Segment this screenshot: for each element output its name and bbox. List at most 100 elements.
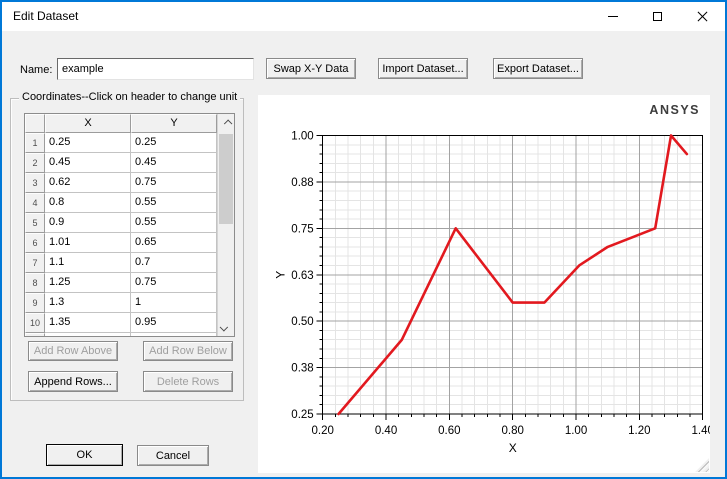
name-label: Name: — [20, 64, 53, 76]
cell-x[interactable]: 1.01 — [45, 233, 131, 253]
coordinates-group-title: Coordinates--Click on header to change u… — [19, 91, 241, 103]
svg-text:1.00: 1.00 — [291, 131, 313, 143]
dataset-plot: 0.20 0.40 0.60 0.80 1.00 1.20 1.40 0.25 0.38 0.50… — [274, 131, 714, 456]
table-row: 7 1.1 0.7 — [25, 253, 217, 273]
coordinates-table: X Y 1 0.25 0.25 2 0.45 0.45 3 0.62 0.75 4 0.8 0.55 5… — [24, 113, 235, 337]
ansys-watermark: ANSYS — [649, 103, 700, 117]
row-number-button[interactable]: 10 — [25, 313, 45, 333]
cell-x[interactable]: 0.25 — [45, 133, 131, 153]
table-row: 5 0.9 0.55 — [25, 213, 217, 233]
svg-text:1.40: 1.40 — [692, 425, 710, 437]
table-header-row: X Y — [25, 114, 217, 133]
cell-x[interactable]: 1.25 — [45, 273, 131, 293]
maximize-button[interactable] — [635, 2, 680, 31]
cell-y[interactable]: 1 — [131, 293, 217, 313]
table-row: 4 0.8 0.55 — [25, 193, 217, 213]
cell-x[interactable]: 1.35 — [45, 313, 131, 333]
cell-y[interactable]: 0.7 — [131, 253, 217, 273]
cell-x[interactable]: 0.62 — [45, 173, 131, 193]
table-body: 1 0.25 0.25 2 0.45 0.45 3 0.62 0.75 4 0.8 0.55 5 0.9 0… — [25, 133, 217, 336]
chevron-down-icon — [219, 322, 229, 332]
row-number-button[interactable]: 4 — [25, 193, 45, 213]
table-scrollbar[interactable] — [217, 114, 234, 336]
cell-y[interactable]: 0.55 — [131, 213, 217, 233]
svg-text:1.00: 1.00 — [565, 425, 587, 437]
title-bar[interactable]: Edit Dataset — [2, 2, 725, 31]
scroll-up-button[interactable] — [218, 114, 234, 131]
row-number-button[interactable]: 7 — [25, 253, 45, 273]
import-dataset-button[interactable]: Import Dataset... — [378, 58, 468, 79]
svg-text:0.25: 0.25 — [291, 409, 313, 421]
minimize-button[interactable] — [590, 2, 635, 31]
svg-text:0.40: 0.40 — [375, 425, 397, 437]
row-number-button[interactable]: 2 — [25, 153, 45, 173]
column-header-x[interactable]: X — [45, 114, 131, 133]
add-row-above-button[interactable]: Add Row Above — [28, 341, 118, 361]
table-row: 8 1.25 0.75 — [25, 273, 217, 293]
cancel-button[interactable]: Cancel — [137, 445, 209, 466]
cell-y[interactable]: 0.45 — [131, 153, 217, 173]
svg-text:0.38: 0.38 — [291, 363, 313, 375]
maximize-icon — [653, 12, 662, 21]
cell-x[interactable]: 1.1 — [45, 253, 131, 273]
cell-y[interactable]: 0.75 — [131, 273, 217, 293]
cell-x[interactable] — [45, 333, 131, 336]
cell-y[interactable]: 0.95 — [131, 313, 217, 333]
cell-x[interactable]: 0.45 — [45, 153, 131, 173]
caption-buttons — [590, 2, 725, 31]
cell-x[interactable]: 0.8 — [45, 193, 131, 213]
row-number-button[interactable]: 1 — [25, 133, 45, 153]
row-number-button[interactable]: 9 — [25, 293, 45, 313]
table-row: 6 1.01 0.65 — [25, 233, 217, 253]
scroll-down-button[interactable] — [218, 319, 234, 336]
table-corner-cell[interactable] — [25, 114, 45, 133]
svg-text:0.75: 0.75 — [291, 223, 313, 235]
append-rows-button[interactable]: Append Rows... — [28, 371, 118, 392]
svg-text:0.88: 0.88 — [291, 177, 313, 189]
row-number-button[interactable]: 5 — [25, 213, 45, 233]
cell-y[interactable]: 0.65 — [131, 233, 217, 253]
scrollbar-thumb[interactable] — [219, 134, 233, 224]
table-row: 3 0.62 0.75 — [25, 173, 217, 193]
svg-text:Y: Y — [274, 271, 288, 279]
table-row: 9 1.3 1 — [25, 293, 217, 313]
table-row: 1 0.25 0.25 — [25, 133, 217, 153]
cell-y[interactable]: 0.55 — [131, 193, 217, 213]
row-number-button[interactable]: 6 — [25, 233, 45, 253]
chevron-up-icon — [223, 118, 233, 128]
coordinates-groupbox: Coordinates--Click on header to change u… — [10, 91, 244, 401]
svg-text:0.80: 0.80 — [502, 425, 524, 437]
swap-xy-button[interactable]: Swap X-Y Data — [266, 58, 356, 79]
delete-rows-button[interactable]: Delete Rows — [143, 371, 233, 392]
chart-panel: ANSYS 0.200.400.600.801.001.201.400.250.… — [258, 95, 714, 473]
table-row: 10 1.35 0.95 — [25, 313, 217, 333]
export-dataset-button[interactable]: Export Dataset... — [493, 58, 583, 79]
row-number-button[interactable] — [25, 333, 45, 336]
svg-text:0.20: 0.20 — [312, 425, 334, 437]
minimize-icon — [607, 16, 618, 17]
row-number-button[interactable]: 3 — [25, 173, 45, 193]
svg-text:0.50: 0.50 — [291, 316, 313, 328]
svg-text:X: X — [509, 441, 517, 455]
ok-button[interactable]: OK — [46, 444, 123, 466]
cell-y[interactable] — [131, 333, 217, 336]
svg-text:0.63: 0.63 — [291, 270, 313, 282]
svg-text:1.20: 1.20 — [628, 425, 650, 437]
name-input[interactable] — [57, 58, 254, 80]
svg-text:0.60: 0.60 — [438, 425, 460, 437]
table-row: 2 0.45 0.45 — [25, 153, 217, 173]
cell-y[interactable]: 0.25 — [131, 133, 217, 153]
dialog-client-area: Name: Swap X-Y Data Import Dataset... Ex… — [2, 31, 725, 477]
row-number-button[interactable]: 8 — [25, 273, 45, 293]
table-grid: X Y 1 0.25 0.25 2 0.45 0.45 3 0.62 0.75 4 0.8 0.55 5… — [25, 114, 217, 336]
window-title: Edit Dataset — [13, 9, 79, 23]
cell-x[interactable]: 0.9 — [45, 213, 131, 233]
column-header-y[interactable]: Y — [131, 114, 217, 133]
cell-x[interactable]: 1.3 — [45, 293, 131, 313]
close-icon — [697, 11, 708, 22]
cell-y[interactable]: 0.75 — [131, 173, 217, 193]
table-row-partial — [25, 333, 217, 336]
add-row-below-button[interactable]: Add Row Below — [143, 341, 233, 361]
close-button[interactable] — [680, 2, 725, 31]
